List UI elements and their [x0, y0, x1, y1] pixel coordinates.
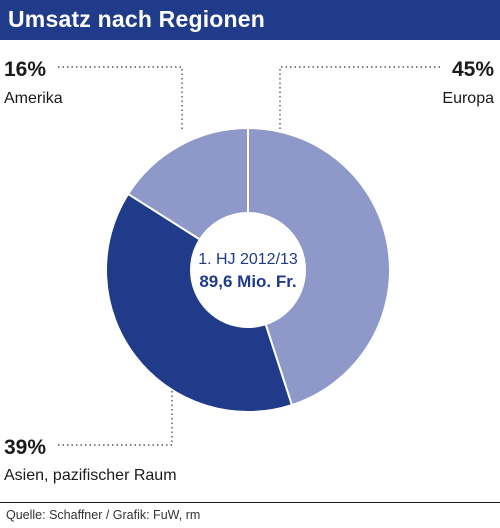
slice-label-amerika: Amerika [4, 90, 63, 107]
center-period-label: 1. HJ 2012/13 [198, 251, 298, 268]
leader-line-europa [279, 66, 440, 132]
leader-line-asien [58, 388, 173, 446]
slice-value-amerika: 16% [4, 58, 46, 81]
slice-value-asien: 39% [4, 436, 46, 459]
slice-asien [105, 192, 294, 413]
source-note: Quelle: Schaffner / Grafik: FuW, rm [0, 502, 500, 528]
chart-title: Umsatz nach Regionen [0, 0, 500, 40]
slice-value-europa: 45% [452, 58, 494, 81]
donut-chart: 16% Amerika 45% Europa 39% Asien, pazifi… [4, 58, 494, 484]
slice-label-asien: Asien, pazifischer Raum [4, 467, 177, 484]
slice-label-europa: Europa [442, 90, 494, 107]
center-total-label: 89,6 Mio. Fr. [199, 272, 296, 291]
slice-europa [247, 126, 391, 407]
leader-line-amerika [58, 66, 183, 132]
donut-slices [105, 126, 391, 413]
donut-hole [190, 212, 306, 328]
